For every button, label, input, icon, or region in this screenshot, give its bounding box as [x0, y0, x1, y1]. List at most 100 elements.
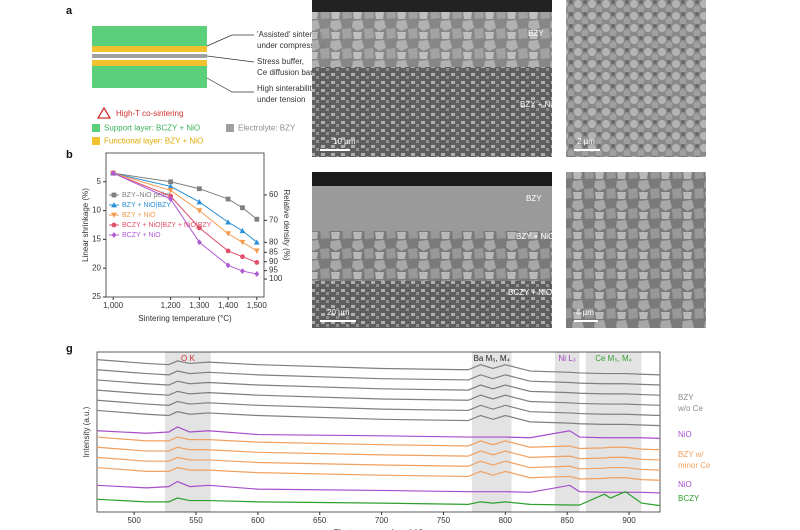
marker — [225, 262, 231, 269]
chart-b: 1,000 1,200 1,300 1,400 1,500 5 10 15 20 25 60 70 80… — [81, 152, 291, 323]
y2-axis-label: Relative density (%) — [282, 189, 291, 260]
marker — [225, 196, 231, 202]
curve-label: NiO — [678, 480, 692, 489]
micrograph: 2 µm — [566, 0, 706, 157]
y-tick-label: 10 — [92, 206, 101, 215]
legend-label: BCZY + NiO|BZY + NiO|BZY — [122, 222, 212, 229]
x-tick-label: 550 — [189, 516, 203, 525]
marker — [254, 260, 260, 265]
marker — [196, 208, 203, 214]
spectrum — [96, 369, 661, 386]
co-sintering-label: High-T co-sintering — [116, 109, 183, 118]
x-tick-label: 700 — [375, 516, 389, 525]
spectrum — [96, 446, 661, 461]
marker — [225, 231, 231, 237]
layer — [92, 46, 207, 52]
x-tick-label: 1,500 — [247, 301, 268, 310]
marker — [110, 170, 116, 177]
micrograph-label: BZY — [528, 29, 544, 38]
annotation: 'Assisted' sintering, — [257, 30, 325, 39]
pointer — [206, 34, 254, 47]
scale-bar-label: 20 µm — [327, 308, 350, 317]
series-line — [112, 172, 257, 275]
marker — [254, 216, 260, 222]
y2-tick-label: 95 — [269, 266, 278, 275]
marker — [167, 183, 174, 189]
marker — [196, 239, 202, 246]
spectrum — [96, 480, 661, 494]
marker — [225, 219, 231, 225]
x-tick-label: 900 — [622, 516, 636, 525]
spectrum — [96, 426, 661, 439]
marker — [196, 199, 203, 205]
legend-label: BZY + NiO|BZY — [122, 202, 171, 209]
micrograph-label: BZY + NiO — [516, 232, 554, 241]
marker — [240, 205, 245, 211]
panel-label: a — [66, 5, 73, 17]
x-tick-label: 500 — [127, 516, 141, 525]
marker — [168, 179, 174, 185]
curve-label: minor Ce — [678, 461, 711, 470]
x-axis-label: Electron energy loss (eV) — [334, 528, 424, 530]
x-tick-label: 650 — [313, 516, 327, 525]
y-tick-label: 5 — [97, 177, 102, 186]
marker — [196, 225, 202, 231]
region-label: Ba M₅, M₄ — [474, 354, 510, 363]
legend-swatch — [92, 137, 100, 145]
series-line — [113, 172, 258, 252]
annotation: Stress buffer, — [257, 57, 304, 66]
annotation: under compression — [257, 41, 325, 50]
legend-swatch — [92, 124, 100, 132]
x-tick-label: 750 — [437, 516, 451, 525]
pointer — [206, 77, 254, 93]
pointer — [206, 55, 255, 63]
y2-tick-label: 100 — [269, 274, 283, 283]
marker — [239, 227, 246, 234]
legend-label: Support layer: BCZY + NiO — [104, 124, 200, 133]
legend-label: Functional layer: BZY + NiO — [104, 137, 203, 146]
x-tick-label: 800 — [499, 516, 513, 525]
region-label: Ni L₃ — [558, 354, 575, 363]
annotation: High sinterability, — [257, 84, 317, 93]
region — [585, 352, 642, 512]
x-tick-label: 850 — [561, 516, 575, 525]
marker — [225, 248, 231, 254]
marker — [254, 271, 260, 277]
spectrum — [96, 389, 661, 406]
curve-label: NiO — [678, 430, 692, 439]
legend-label: Electrolyte: BZY — [238, 124, 296, 133]
panel-label: b — [66, 149, 73, 161]
y2-tick-label: 85 — [269, 247, 278, 256]
y2-tick-label: 60 — [269, 190, 278, 199]
micrograph-label: BCZY + NiO — [508, 288, 552, 297]
y-tick-label: 20 — [92, 263, 101, 272]
legend-swatch — [226, 124, 234, 132]
y2-tick-label: 80 — [269, 237, 278, 246]
x-tick-label: 600 — [251, 516, 265, 525]
marker — [253, 239, 260, 245]
icon — [96, 106, 112, 119]
layer — [92, 66, 207, 88]
x-tick-label: 1,200 — [161, 301, 182, 310]
y-tick-label: 25 — [92, 292, 101, 301]
micrograph: BZY BZY + NiO BCZY + NiO 20 µm — [312, 172, 554, 328]
marker — [240, 268, 245, 274]
x-tick-label: 1,300 — [189, 301, 210, 310]
series-line — [112, 172, 258, 263]
layer — [92, 54, 207, 58]
spectrum — [96, 456, 661, 471]
micrograph-label: BZY + NiO — [520, 100, 558, 109]
marker — [168, 196, 174, 202]
schematic: 'Assisted' sintering, under compression … — [92, 26, 325, 146]
curve-label: BZY — [678, 393, 694, 402]
marker — [196, 186, 202, 192]
marker — [240, 254, 245, 260]
y-axis-label: Intensity (a.u.) — [82, 406, 91, 457]
region — [165, 352, 211, 512]
layer — [92, 60, 207, 66]
spectrum — [96, 399, 661, 417]
panel-label: g — [66, 343, 73, 355]
region — [554, 352, 580, 512]
spectrum — [96, 436, 661, 451]
